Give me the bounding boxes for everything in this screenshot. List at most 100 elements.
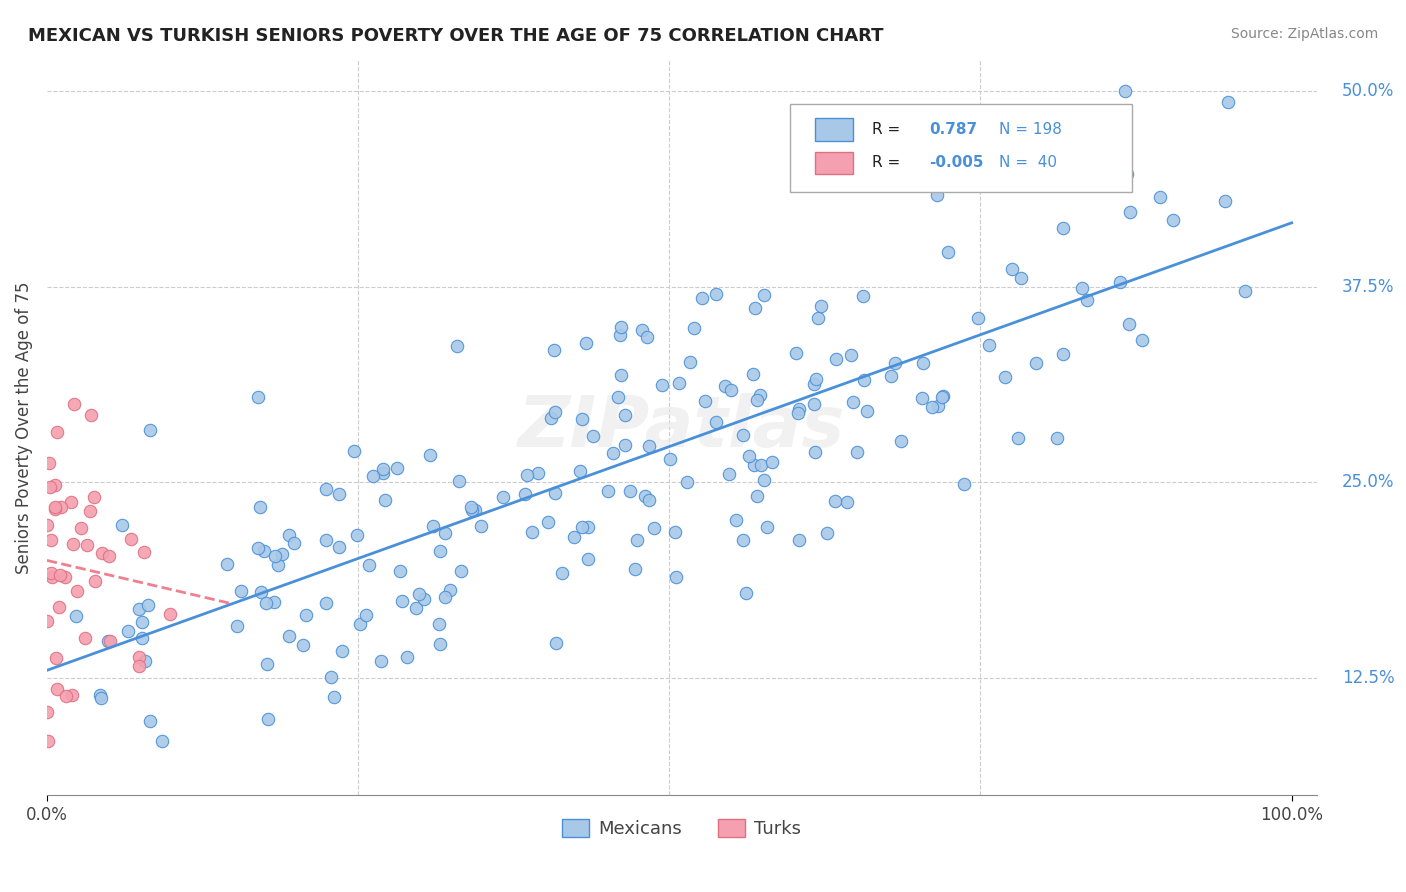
Mexicans: [752, 287, 775, 301]
Mexicans: [249, 500, 271, 514]
Mexicans: [658, 452, 681, 467]
Mexicans: [609, 328, 631, 343]
Mexicans: [804, 445, 827, 459]
Mexicans: [1046, 431, 1069, 445]
Mexicans: [614, 408, 637, 422]
Mexicans: [912, 356, 935, 370]
Mexicans: [540, 410, 562, 425]
Turks: [41, 566, 63, 580]
Mexicans: [527, 467, 550, 481]
Turks: [75, 632, 97, 646]
Mexicans: [786, 406, 808, 420]
Mexicans: [328, 540, 350, 554]
Turks: [91, 546, 114, 560]
Mexicans: [315, 533, 337, 548]
Turks: [37, 615, 59, 629]
Mexicans: [806, 311, 828, 326]
Mexicans: [1001, 262, 1024, 277]
Mexicans: [544, 405, 567, 419]
Text: 12.5%: 12.5%: [1341, 669, 1395, 687]
Mexicans: [704, 287, 727, 301]
Mexicans: [429, 544, 451, 558]
Mexicans: [724, 513, 747, 527]
Mexicans: [1132, 333, 1154, 347]
Legend: Mexicans, Turks: Mexicans, Turks: [555, 812, 808, 846]
Mexicans: [839, 348, 862, 362]
Mexicans: [931, 390, 953, 404]
Mexicans: [890, 434, 912, 449]
Mexicans: [433, 525, 456, 540]
Turks: [38, 480, 60, 494]
Mexicans: [470, 519, 492, 533]
Mexicans: [405, 601, 427, 615]
Mexicans: [1071, 281, 1094, 295]
Mexicans: [571, 412, 593, 426]
Turks: [44, 477, 66, 491]
Mexicans: [825, 351, 848, 366]
Mexicans: [89, 688, 111, 702]
Turks: [45, 425, 67, 439]
Mexicans: [606, 390, 628, 404]
Mexicans: [789, 402, 811, 417]
Mexicans: [322, 690, 344, 705]
Turks: [37, 733, 59, 747]
Mexicans: [1010, 271, 1032, 285]
Mexicans: [575, 335, 598, 350]
Turks: [37, 705, 59, 719]
Mexicans: [815, 526, 838, 541]
Mexicans: [742, 458, 765, 472]
Turks: [55, 689, 77, 703]
Mexicans: [936, 244, 959, 259]
Turks: [120, 532, 142, 546]
Mexicans: [717, 467, 740, 481]
Mexicans: [131, 632, 153, 646]
FancyBboxPatch shape: [815, 152, 853, 174]
Mexicans: [1025, 356, 1047, 370]
Mexicans: [450, 564, 472, 578]
Mexicans: [254, 596, 277, 610]
Mexicans: [609, 320, 631, 334]
Text: N = 198: N = 198: [1000, 122, 1062, 137]
Mexicans: [1161, 212, 1184, 227]
Mexicans: [315, 483, 337, 497]
Mexicans: [283, 535, 305, 549]
Mexicans: [278, 528, 301, 542]
Mexicans: [546, 635, 568, 649]
Mexicans: [576, 552, 599, 566]
Mexicans: [742, 367, 765, 381]
Mexicans: [631, 323, 654, 337]
FancyBboxPatch shape: [815, 119, 853, 141]
Mexicans: [1114, 84, 1136, 98]
Mexicans: [460, 500, 482, 515]
Mexicans: [761, 455, 783, 469]
Turks: [83, 574, 105, 589]
Mexicans: [513, 487, 536, 501]
Turks: [76, 537, 98, 551]
Turks: [46, 681, 69, 696]
Mexicans: [396, 650, 419, 665]
Mexicans: [343, 444, 366, 458]
Mexicans: [1118, 317, 1140, 331]
Mexicans: [596, 483, 619, 498]
FancyBboxPatch shape: [790, 103, 1132, 192]
Mexicans: [373, 466, 395, 480]
Mexicans: [1216, 95, 1239, 110]
Mexicans: [389, 564, 412, 578]
Mexicans: [408, 587, 430, 601]
Mexicans: [564, 530, 586, 544]
Mexicans: [883, 355, 905, 369]
Text: 0.787: 0.787: [929, 122, 977, 137]
Turks: [38, 456, 60, 470]
Mexicans: [1149, 190, 1171, 204]
Mexicans: [446, 339, 468, 353]
Turks: [60, 494, 83, 508]
Turks: [45, 650, 67, 665]
Mexicans: [1052, 220, 1074, 235]
Mexicans: [578, 520, 600, 534]
Mexicans: [810, 299, 832, 313]
Turks: [128, 659, 150, 673]
Mexicans: [803, 397, 825, 411]
Text: 25.0%: 25.0%: [1341, 474, 1395, 491]
Mexicans: [664, 525, 686, 540]
Mexicans: [111, 518, 134, 533]
